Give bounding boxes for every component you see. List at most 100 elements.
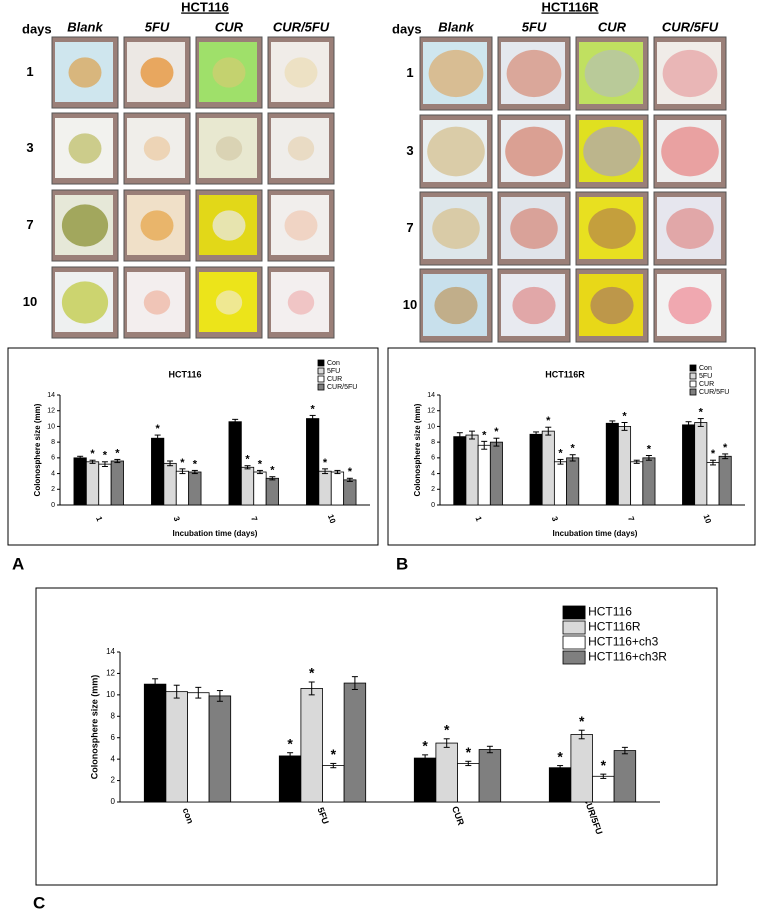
- significance-mark: *: [494, 426, 499, 438]
- bar: [163, 462, 177, 506]
- sphere: [662, 49, 718, 98]
- error-bar: [330, 762, 337, 769]
- days-label: days: [392, 21, 422, 36]
- y-tick-label: 6: [111, 733, 116, 742]
- error-bar: [486, 745, 493, 754]
- sphere: [143, 290, 171, 315]
- error-bar: [173, 684, 180, 699]
- error-bar: [256, 469, 263, 475]
- sphere: [140, 210, 174, 241]
- error-bar: [422, 754, 429, 762]
- y-tick-label: 0: [111, 797, 116, 806]
- legend-label: CUR/5FU: [327, 384, 357, 391]
- bar: [110, 460, 124, 506]
- bar: [435, 742, 458, 803]
- sphere: [284, 57, 318, 88]
- column-header: 5FU: [145, 19, 170, 34]
- sphere: [584, 49, 640, 98]
- sphere: [428, 49, 484, 98]
- column-header: CUR/5FU: [662, 19, 719, 34]
- significance-mark: *: [647, 443, 652, 455]
- y-tick-label: 12: [427, 408, 435, 415]
- significance-mark: *: [323, 457, 328, 469]
- grid-title: HCT116R: [541, 0, 599, 14]
- bar: [306, 418, 320, 506]
- legend-label: HCT116+ch3R: [588, 650, 667, 664]
- sphere: [143, 136, 171, 161]
- significance-mark: *: [571, 443, 576, 455]
- bar: [343, 682, 367, 803]
- sphere: [583, 126, 641, 177]
- legend-label: CUR: [327, 376, 342, 383]
- bar: [718, 455, 732, 506]
- bar: [343, 479, 357, 506]
- significance-mark: *: [309, 665, 315, 681]
- x-axis-label: Incubation time (days): [553, 529, 638, 538]
- legend-label: HCT116: [588, 605, 632, 619]
- significance-mark: *: [270, 465, 275, 477]
- x-tick-label: CUR: [450, 805, 466, 827]
- bar: [489, 441, 503, 506]
- error-bar: [481, 440, 488, 450]
- sphere: [668, 286, 712, 325]
- x-tick-label: 10: [326, 513, 338, 525]
- error-bar: [578, 729, 585, 740]
- x-tick-label: 10: [701, 513, 713, 525]
- legend-swatch: [317, 383, 325, 391]
- error-bar: [697, 418, 704, 427]
- y-tick-label: 4: [111, 754, 116, 763]
- x-tick-label: con: [181, 807, 196, 825]
- y-tick-label: 2: [111, 776, 116, 785]
- bar: [706, 462, 720, 506]
- sphere: [212, 57, 246, 88]
- column-header: 5FU: [522, 19, 547, 34]
- error-bar: [557, 458, 564, 465]
- error-bar: [722, 453, 729, 460]
- bar: [330, 471, 345, 506]
- error-bar: [195, 686, 202, 699]
- sphere: [510, 208, 558, 249]
- y-tick-label: 10: [106, 690, 115, 699]
- sphere: [434, 286, 478, 325]
- sphere: [284, 210, 318, 241]
- error-bar: [167, 460, 174, 467]
- legend-label: Con: [699, 365, 712, 372]
- row-label: 7: [406, 220, 413, 235]
- y-tick-label: 2: [51, 486, 55, 493]
- panel-a-frame: [7, 347, 379, 546]
- sphere: [427, 126, 485, 177]
- significance-mark: *: [90, 448, 95, 460]
- error-bar: [351, 676, 358, 690]
- sphere: [61, 204, 109, 247]
- y-tick-label: 10: [427, 423, 435, 430]
- bar: [73, 457, 87, 506]
- error-bar: [154, 434, 161, 442]
- error-bar: [469, 430, 476, 440]
- error-bar: [621, 746, 628, 755]
- error-bar: [179, 468, 186, 475]
- sphere: [661, 126, 719, 177]
- y-tick-label: 8: [111, 711, 116, 720]
- significance-mark: *: [115, 447, 120, 459]
- error-bar: [89, 459, 96, 464]
- error-bar: [114, 458, 121, 464]
- legend-label: HCT116+ch3: [588, 635, 658, 649]
- error-bar: [244, 465, 251, 470]
- bar: [457, 763, 480, 803]
- significance-mark: *: [193, 458, 198, 470]
- significance-mark: *: [558, 447, 563, 459]
- error-bar: [709, 459, 716, 466]
- significance-mark: *: [287, 735, 293, 751]
- legend-swatch: [689, 388, 697, 396]
- y-tick-label: 0: [431, 502, 435, 509]
- significance-mark: *: [422, 738, 428, 754]
- legend-label: CUR: [699, 381, 714, 388]
- sphere: [505, 126, 563, 177]
- significance-mark: *: [482, 429, 487, 441]
- legend-swatch: [317, 359, 325, 367]
- sphere: [287, 136, 315, 161]
- chart-title: HCT116: [168, 369, 201, 379]
- significance-mark: *: [245, 454, 250, 466]
- legend-swatch: [689, 372, 697, 380]
